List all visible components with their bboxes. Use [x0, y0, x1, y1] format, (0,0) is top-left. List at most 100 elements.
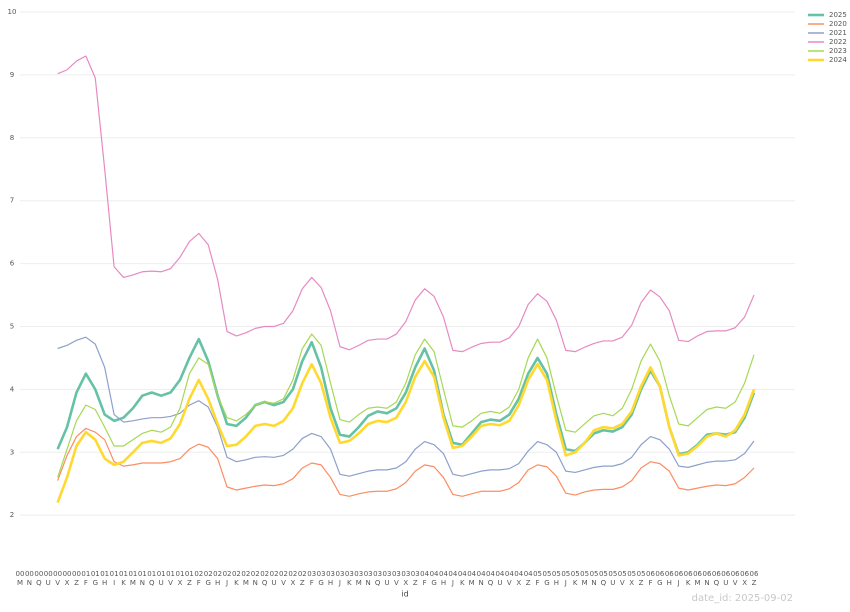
x-tick-label: 03 U [383, 570, 392, 587]
x-tick-label: 06 V [731, 570, 740, 587]
x-tick-label: 00 V [53, 570, 62, 587]
y-tick-label: 3 [10, 448, 14, 456]
x-tick-label: 05 N [590, 570, 599, 587]
x-tick-label: 00 Q [34, 570, 43, 587]
x-tick-label: 04 X [514, 570, 523, 587]
x-tick-label: 01 Q [147, 570, 156, 587]
x-tick-label: 03 N [364, 570, 373, 587]
x-tick-label: 02 H [213, 570, 222, 587]
x-tick-label: 06 Q [712, 570, 721, 587]
x-tick-label: 03 V [392, 570, 401, 587]
x-tick-label: 04 N [477, 570, 486, 587]
x-tick-label: 02 N [251, 570, 260, 587]
x-tick-label: 05 G [543, 570, 552, 587]
x-tick-label: 00 X [63, 570, 72, 587]
x-tick-label: 03 G [317, 570, 326, 587]
x-tick-label: 03 Q [373, 570, 382, 587]
y-tick-label: 4 [10, 385, 15, 393]
x-tick-label: 01 G [91, 570, 100, 587]
x-tick-label: 01 U [157, 570, 166, 587]
x-tick-label: 04 Q [486, 570, 495, 587]
y-tick-label: 2 [10, 511, 14, 519]
x-tick-label: 06 X [740, 570, 749, 587]
x-tick-label: 01 N [138, 570, 147, 587]
x-tick-label: 05 V [618, 570, 627, 587]
x-tick-label: 01 F [81, 570, 90, 587]
x-tick-label: 04 V [505, 570, 514, 587]
x-tick-label: 02 J [223, 570, 232, 587]
legend-label: 2023 [829, 47, 847, 55]
x-tick-label: 01 X [176, 570, 185, 587]
legend-label: 2025 [829, 11, 847, 19]
series-line [57, 55, 755, 353]
series-line [57, 427, 755, 497]
x-tick-label: 05 K [571, 570, 580, 587]
x-tick-label: 06 H [665, 570, 674, 587]
x-tick-label: 03 M [354, 570, 363, 587]
x-tick-label: 01 K [119, 570, 128, 587]
x-tick-label: 03 X [401, 570, 410, 587]
x-tick-label: 06 M [693, 570, 702, 587]
x-tick-label: 01 H [100, 570, 109, 587]
x-tick-label: 06 G [655, 570, 664, 587]
x-tick-label: 05 X [627, 570, 636, 587]
series-line [57, 333, 755, 478]
y-tick-label: 8 [10, 134, 14, 142]
x-tick-label: 05 J [561, 570, 570, 587]
y-tick-label: 7 [10, 197, 14, 205]
x-tick-label: 04 H [439, 570, 448, 587]
series-line [56, 359, 756, 504]
x-tick-label: 04 U [495, 570, 504, 587]
y-tick-label: 9 [10, 71, 14, 79]
x-tick-label: 02 Q [260, 570, 269, 587]
x-tick-label: 04 G [430, 570, 439, 587]
x-tick-label: 03 H [326, 570, 335, 587]
x-tick-label: 04 Z [524, 570, 533, 587]
legend-label: 2021 [829, 29, 847, 37]
series-line [57, 336, 755, 477]
x-tick-label: 03 J [335, 570, 344, 587]
x-tick-label: 02 X [288, 570, 297, 587]
legend-label: 2020 [829, 20, 847, 28]
x-tick-label: 05 H [552, 570, 561, 587]
legend-label: 2024 [829, 56, 847, 64]
x-tick-label: 04 M [467, 570, 476, 587]
y-tick-label: 5 [10, 322, 14, 330]
x-tick-label: 04 F [420, 570, 429, 587]
x-tick-label: 06 N [702, 570, 711, 587]
x-tick-label: 03 Z [411, 570, 420, 587]
x-tick-label: 04 J [448, 570, 457, 587]
x-tick-label: 06 K [684, 570, 693, 587]
x-tick-label: 02 U [270, 570, 279, 587]
x-tick-label: 06 Z [750, 570, 759, 587]
x-tick-label: 01 I [110, 570, 119, 587]
x-tick-label: 06 J [674, 570, 683, 587]
x-tick-label: 02 M [241, 570, 250, 587]
x-tick-label: 05 U [608, 570, 617, 587]
x-axis-title: id [401, 590, 408, 599]
x-tick-label: 01 Z [185, 570, 194, 587]
x-tick-label: 05 Q [599, 570, 608, 587]
x-tick-label: 00 Z [72, 570, 81, 587]
x-tick-label: 02 G [204, 570, 213, 587]
annotation: date_id: 2025-09-02 [692, 593, 793, 604]
x-tick-label: 01 M [128, 570, 137, 587]
x-tick-label: 02 K [232, 570, 241, 587]
x-tick-label: 06 U [721, 570, 730, 587]
legend-label: 2022 [829, 38, 847, 46]
y-tick-label: 10 [8, 8, 17, 16]
x-tick-label: 00 N [25, 570, 34, 587]
x-tick-label: 01 V [166, 570, 175, 587]
x-tick-label: 04 K [458, 570, 467, 587]
x-tick-label: 03 K [345, 570, 354, 587]
x-tick-label: 06 F [646, 570, 655, 587]
x-tick-label: 03 F [307, 570, 316, 587]
x-tick-label: 02 F [194, 570, 203, 587]
x-tick-label: 00 M [16, 570, 25, 587]
y-tick-label: 6 [10, 260, 15, 268]
x-tick-label: 05 M [580, 570, 589, 587]
x-tick-label: 00 U [44, 570, 53, 587]
x-tick-label: 05 F [533, 570, 542, 587]
x-tick-label: 02 Z [298, 570, 307, 587]
